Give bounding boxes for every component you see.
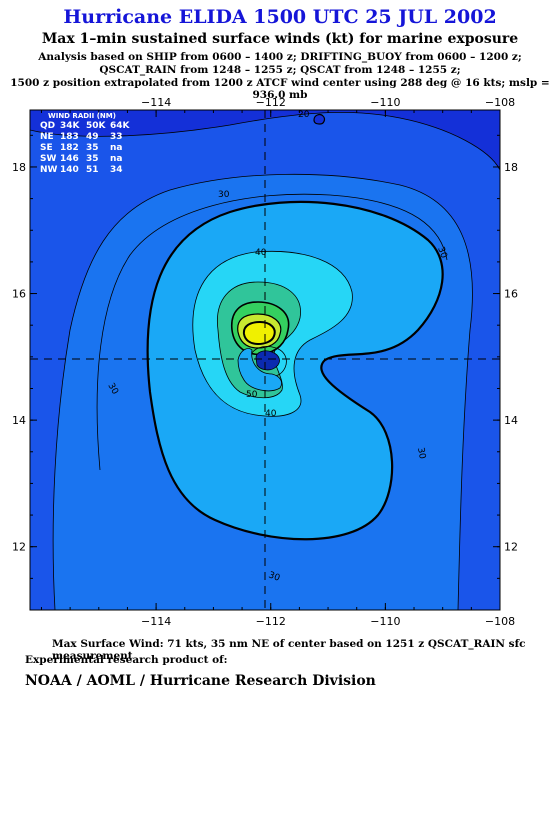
wind-radii-cell: 35	[86, 143, 99, 153]
contour-line-20	[30, 112, 500, 171]
contour-line-40-outer	[96, 193, 448, 471]
contour-label-20: 20	[298, 110, 310, 120]
wind-radii-cell: 34	[110, 165, 123, 175]
wind-radii-title: WIND RADII (NM)	[48, 112, 116, 120]
wind-radii-cell: 35	[86, 154, 99, 164]
x-tick-label-top: −112	[256, 96, 286, 109]
contour-label-30-top: 30	[218, 190, 230, 200]
y-tick-label-left: 14	[12, 414, 26, 427]
wind-radii-header-cell: 64K	[110, 121, 131, 131]
eye-core	[255, 350, 280, 371]
x-tick-label-bottom: −114	[141, 615, 171, 628]
contour-label-50: 50	[246, 390, 258, 400]
contour-label-30-se: 30	[415, 447, 427, 460]
y-tick-label-left: 12	[12, 541, 26, 554]
y-tick-label-left: 16	[12, 288, 26, 301]
wind-radii-cell: 49	[86, 132, 99, 142]
x-tick-label-bottom: −108	[485, 615, 515, 628]
chart-subtitle: Max 1–min sustained surface winds (kt) f…	[41, 31, 519, 47]
wind-radii-cell: na	[110, 154, 122, 164]
analysis-sources-line-2: QSCAT_RAIN from 1248 – 1255 z; QSCAT fro…	[99, 64, 461, 76]
wind-radii-cell: 182	[60, 143, 79, 153]
y-tick-label-left: 18	[12, 161, 26, 174]
chart-title: Hurricane ELIDA 1500 UTC 25 JUL 2002	[63, 6, 497, 28]
axis-ticks: −114 −114 −112 −112 −110 −110 −108 −108 12 12 14 14…	[12, 96, 518, 628]
island-20kt	[313, 114, 326, 125]
wind-radii-cell: na	[110, 143, 122, 153]
max-wind-note: Max Surface Wind: 71 kts, 35 nm NE of ce…	[52, 638, 526, 662]
wind-radii-cell: SW	[40, 154, 56, 164]
inner-band	[237, 348, 282, 392]
organization-label: NOAA / AOML / Hurricane Research Divisio…	[25, 673, 376, 689]
position-info-line: 1500 z position extrapolated from 1200 z…	[10, 77, 550, 101]
contour-label-30-south: 30	[267, 570, 281, 583]
x-tick-label-top: −114	[141, 96, 171, 109]
wind-radii-cell: 146	[60, 154, 79, 164]
y-tick-label-right: 12	[504, 541, 518, 554]
product-note: Experimental research product of:	[25, 654, 228, 666]
analysis-sources-line-1: Analysis based on SHIP from 0600 – 1400 …	[38, 51, 522, 63]
plot-frame	[29, 109, 501, 611]
wind-radii-cell: 140	[60, 165, 79, 175]
contour-label-40-top: 40	[255, 248, 267, 258]
wind-radii-cell: 51	[86, 165, 99, 175]
x-tick-label-bottom: −112	[256, 615, 286, 628]
wind-radii-header-cell: QD	[40, 121, 55, 131]
y-tick-label-right: 16	[504, 288, 518, 301]
wind-radii-header-cell: 50K	[86, 121, 107, 131]
wind-radii-cell: NW	[40, 165, 58, 175]
contour-label-30-east: 30	[435, 246, 448, 260]
contour-label-40-bottom: 40	[265, 409, 277, 419]
wind-radii-table: WIND RADII (NM) QD 34K 50K 64K NE 183 49 33 SE 18…	[40, 112, 131, 175]
wind-radii-cell: SE	[40, 143, 53, 153]
x-tick-label-top: −110	[370, 96, 400, 109]
wind-radii-cell: 33	[110, 132, 123, 142]
contour-labels: 20 30 30 30 30 30 40 40 50	[105, 110, 448, 584]
x-tick-label-bottom: −110	[370, 615, 400, 628]
x-tick-label-top: −108	[485, 96, 515, 109]
wind-radii-header-cell: 34K	[60, 121, 81, 131]
contour-fields	[30, 110, 500, 610]
wind-radii-cell: 183	[60, 132, 79, 142]
y-tick-label-right: 14	[504, 414, 518, 427]
wind-radii-cell: NE	[40, 132, 54, 142]
y-tick-label-right: 18	[504, 161, 518, 174]
field-70kt	[242, 320, 276, 346]
